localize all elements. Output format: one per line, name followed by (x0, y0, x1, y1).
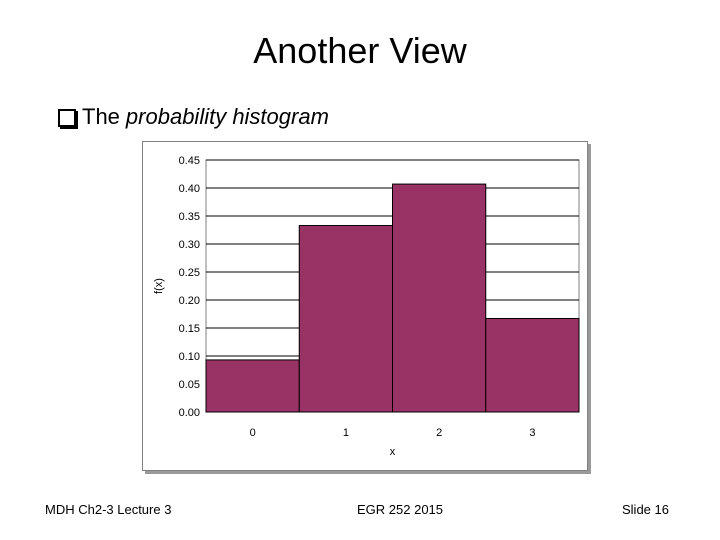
x-tick-label: 0 (250, 427, 256, 439)
histogram-bar (298, 225, 393, 413)
y-tick-label: 0.25 (179, 267, 200, 279)
y-tick-label: 0.45 (179, 155, 200, 167)
histogram-svg: 0.00 0.05 0.10 0.15 0.20 0.25 0.30 0.35 0.40 0.45… (153, 155, 580, 458)
histogram-bar (205, 359, 300, 413)
bullet-item: The probability histogram (58, 104, 329, 130)
y-tick-label: 0.10 (179, 351, 200, 363)
bullet-text: The (82, 104, 120, 129)
histogram-bar (392, 183, 487, 413)
y-axis-label: f(x) (153, 278, 165, 294)
x-tick-label: 1 (343, 427, 349, 439)
histogram-chart: 0.00 0.05 0.10 0.15 0.20 0.25 0.30 0.35 0.40 0.45… (142, 141, 588, 471)
slide-title: Another View (253, 30, 467, 71)
y-tick-label: 0.00 (179, 407, 200, 419)
histogram-bar (485, 317, 580, 413)
y-tick-label: 0.30 (179, 239, 200, 251)
checkbox-bullet-icon (58, 109, 76, 127)
y-tick-label: 0.15 (179, 323, 200, 335)
footer-right: Slide 16 (622, 502, 669, 517)
x-axis-label: x (390, 446, 396, 458)
y-tick-label: 0.40 (179, 183, 200, 195)
footer-center: EGR 252 2015 (357, 502, 444, 517)
y-tick-label: 0.05 (179, 379, 200, 391)
footer-left: MDH Ch2-3 Lecture 3 (45, 502, 172, 517)
y-tick-label: 0.35 (179, 211, 200, 223)
x-tick-label: 2 (436, 427, 442, 439)
bullet-text-italic: probability histogram (125, 104, 329, 129)
y-tick-label: 0.20 (179, 295, 200, 307)
x-tick-label: 3 (529, 427, 535, 439)
